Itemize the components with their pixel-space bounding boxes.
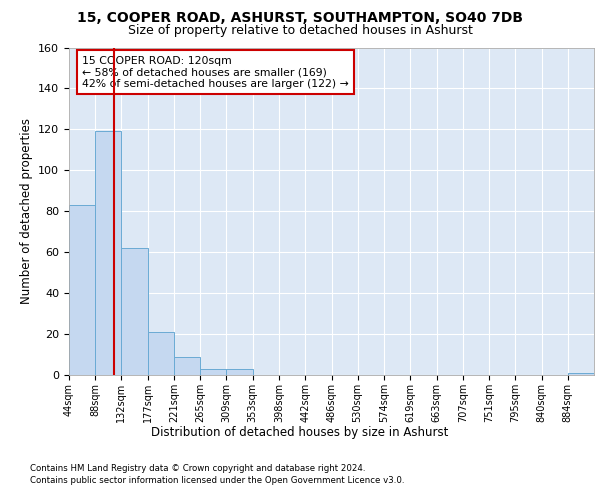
Text: 15, COOPER ROAD, ASHURST, SOUTHAMPTON, SO40 7DB: 15, COOPER ROAD, ASHURST, SOUTHAMPTON, S… <box>77 11 523 25</box>
Bar <box>121 248 148 375</box>
Bar <box>568 373 594 375</box>
Text: Contains public sector information licensed under the Open Government Licence v3: Contains public sector information licen… <box>30 476 404 485</box>
Bar <box>226 369 253 375</box>
Bar <box>174 356 200 375</box>
Bar <box>200 369 226 375</box>
Text: Contains HM Land Registry data © Crown copyright and database right 2024.: Contains HM Land Registry data © Crown c… <box>30 464 365 473</box>
Y-axis label: Number of detached properties: Number of detached properties <box>20 118 32 304</box>
Bar <box>69 205 95 375</box>
Bar <box>95 132 121 375</box>
Bar <box>148 332 174 375</box>
Text: Size of property relative to detached houses in Ashurst: Size of property relative to detached ho… <box>128 24 472 37</box>
Text: Distribution of detached houses by size in Ashurst: Distribution of detached houses by size … <box>151 426 449 439</box>
Text: 15 COOPER ROAD: 120sqm
← 58% of detached houses are smaller (169)
42% of semi-de: 15 COOPER ROAD: 120sqm ← 58% of detached… <box>82 56 349 89</box>
